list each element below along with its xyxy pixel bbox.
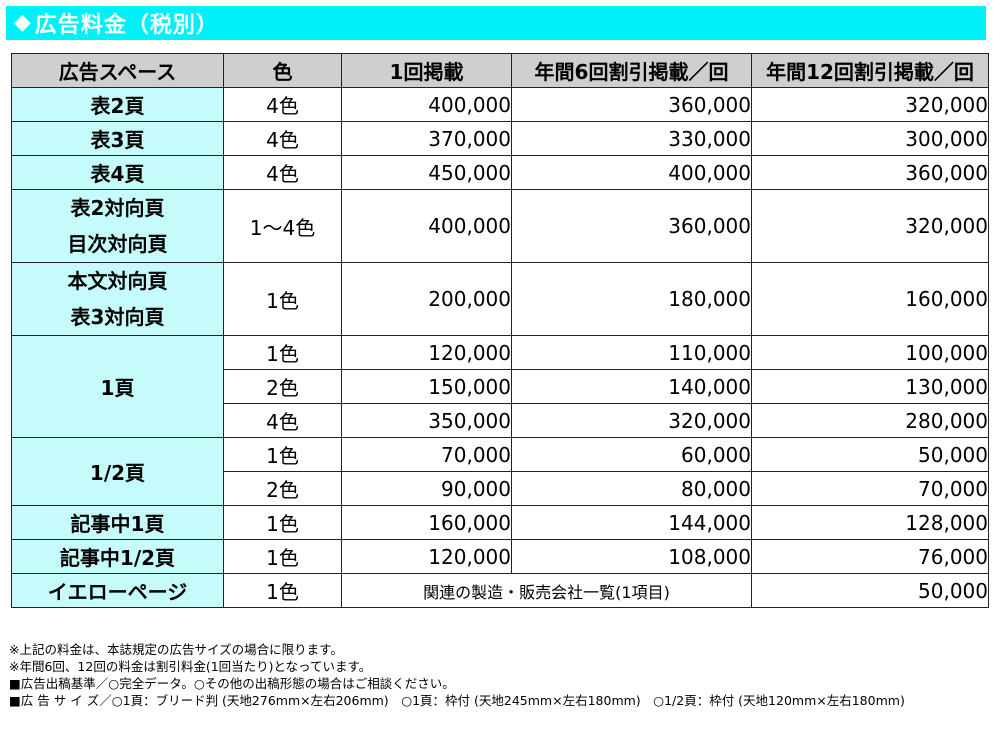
twelve-cell: 76,000 bbox=[751, 539, 989, 574]
table-row: 1頁 1色 120,000 110,000 100,000 bbox=[11, 335, 989, 438]
six-cell: 360,000 bbox=[511, 189, 752, 263]
twelve-cell: 360,000 bbox=[751, 155, 989, 190]
table-row: 記事中1頁 1色 160,000 144,000 128,000 bbox=[11, 505, 989, 540]
color-cell: 4色 bbox=[223, 87, 342, 122]
table-row: 本文対向頁 表3対向頁 1色 200,000 180,000 160,000 bbox=[11, 262, 989, 336]
once-cell: 350,000 bbox=[341, 403, 512, 438]
twelve-cell: 130,000 bbox=[751, 369, 989, 404]
once-cell: 150,000 bbox=[341, 369, 512, 404]
color-cell: 1～4色 bbox=[223, 189, 342, 263]
six-cell: 400,000 bbox=[511, 155, 752, 190]
table-row: 1/2頁 1色 70,000 60,000 50,000 bbox=[11, 437, 989, 506]
six-cell: 80,000 bbox=[511, 471, 752, 506]
space-line: 表2対向頁 bbox=[70, 196, 165, 220]
twelve-cell: 70,000 bbox=[751, 471, 989, 506]
table-header-row: 広告スペース 色 1回掲載 年間6回割引掲載／回 年間12回割引掲載／回 bbox=[11, 53, 989, 88]
space-cell: 表2対向頁 目次対向頁 bbox=[11, 189, 224, 263]
twelve-cell: 320,000 bbox=[751, 189, 989, 263]
table-row: 表3頁 4色 370,000 330,000 300,000 bbox=[11, 121, 989, 156]
space-line: 本文対向頁 bbox=[67, 269, 168, 293]
color-cell: 1色 bbox=[223, 262, 342, 336]
color-cell: 1色 bbox=[223, 437, 342, 472]
twelve-cell: 280,000 bbox=[751, 403, 989, 438]
six-cell: 180,000 bbox=[511, 262, 752, 336]
footnote: ※年間6回、12回の料金は割引料金(1回当たり)となっています。 bbox=[9, 659, 372, 674]
color-cell: 2色 bbox=[223, 369, 342, 404]
color-cell: 1色 bbox=[223, 573, 342, 608]
six-cell: 360,000 bbox=[511, 87, 752, 122]
twelve-cell: 160,000 bbox=[751, 262, 989, 336]
once-cell: 400,000 bbox=[341, 189, 512, 263]
color-cell: 1色 bbox=[223, 505, 342, 540]
once-cell: 70,000 bbox=[341, 437, 512, 472]
six-cell: 110,000 bbox=[511, 335, 752, 370]
color-cell: 2色 bbox=[223, 471, 342, 506]
rate-table: 広告スペース 色 1回掲載 年間6回割引掲載／回 年間12回割引掲載／回 表2頁… bbox=[11, 53, 989, 608]
space-cell: イエローページ bbox=[11, 573, 224, 608]
space-cell: 1頁 bbox=[11, 335, 224, 438]
six-cell: 144,000 bbox=[511, 505, 752, 540]
space-cell: 本文対向頁 表3対向頁 bbox=[11, 262, 224, 336]
table-row: 記事中1/2頁 1色 120,000 108,000 76,000 bbox=[11, 539, 989, 574]
footnote: ■広告出稿基準／○完全データ。○その他の出稿形態の場合はご相談ください。 bbox=[9, 676, 455, 691]
footnotes: ※上記の料金は、本誌規定の広告サイズの場合に限ります。 ※年間6回、12回の料金… bbox=[9, 641, 905, 709]
space-cell: 表3頁 bbox=[11, 121, 224, 156]
color-cell: 1色 bbox=[223, 539, 342, 574]
twelve-cell: 100,000 bbox=[751, 335, 989, 370]
header-space: 広告スペース bbox=[11, 53, 224, 88]
six-cell: 140,000 bbox=[511, 369, 752, 404]
page-title: 広告料金（税別） bbox=[34, 13, 219, 38]
once-cell: 200,000 bbox=[341, 262, 512, 336]
space-cell: 表2頁 bbox=[11, 87, 224, 122]
twelve-cell: 300,000 bbox=[751, 121, 989, 156]
once-cell: 120,000 bbox=[341, 335, 512, 370]
table-row: 2色 90,000 80,000 70,000 bbox=[12, 471, 989, 506]
header-twelve: 年間12回割引掲載／回 bbox=[751, 53, 989, 88]
space-line: 表3対向頁 bbox=[70, 305, 165, 329]
once-cell: 120,000 bbox=[341, 539, 512, 574]
footnote: ※上記の料金は、本誌規定の広告サイズの場合に限ります。 bbox=[9, 642, 343, 657]
color-cell: 4色 bbox=[223, 121, 342, 156]
six-cell: 108,000 bbox=[511, 539, 752, 574]
six-cell: 60,000 bbox=[511, 437, 752, 472]
twelve-cell: 50,000 bbox=[751, 437, 989, 472]
diamond-icon: ◆ bbox=[14, 10, 31, 35]
space-cell: 表4頁 bbox=[11, 155, 224, 190]
once-cell: 90,000 bbox=[341, 471, 512, 506]
footnote: ■広 告 サ イ ズ／○1頁：ブリード判 (天地276mm×左右206mm) ○… bbox=[9, 693, 905, 708]
header-color: 色 bbox=[223, 53, 342, 88]
space-cell: 記事中1頁 bbox=[11, 505, 224, 540]
table-row: イエローページ 1色 関連の製造・販売会社一覧(1項目) 50,000 bbox=[11, 573, 989, 608]
table-row: 表2頁 4色 400,000 360,000 320,000 bbox=[11, 87, 989, 122]
note-cell: 関連の製造・販売会社一覧(1項目) bbox=[341, 573, 752, 608]
once-cell: 400,000 bbox=[341, 87, 512, 122]
space-line: 目次対向頁 bbox=[67, 232, 168, 256]
title-bar: ◆ 広告料金（税別） bbox=[6, 6, 986, 40]
header-once: 1回掲載 bbox=[341, 53, 512, 88]
once-cell: 450,000 bbox=[341, 155, 512, 190]
twelve-cell: 128,000 bbox=[751, 505, 989, 540]
twelve-cell: 320,000 bbox=[751, 87, 989, 122]
once-cell: 370,000 bbox=[341, 121, 512, 156]
six-cell: 320,000 bbox=[511, 403, 752, 438]
twelve-cell: 50,000 bbox=[751, 573, 989, 608]
color-cell: 1色 bbox=[223, 335, 342, 370]
header-six: 年間6回割引掲載／回 bbox=[511, 53, 752, 88]
once-cell: 160,000 bbox=[341, 505, 512, 540]
space-cell: 記事中1/2頁 bbox=[11, 539, 224, 574]
table-row: 表4頁 4色 450,000 400,000 360,000 bbox=[11, 155, 989, 190]
six-cell: 330,000 bbox=[511, 121, 752, 156]
table-row: 表2対向頁 目次対向頁 1～4色 400,000 360,000 320,000 bbox=[11, 189, 989, 263]
color-cell: 4色 bbox=[223, 155, 342, 190]
color-cell: 4色 bbox=[223, 403, 342, 438]
space-cell: 1/2頁 bbox=[11, 437, 224, 506]
